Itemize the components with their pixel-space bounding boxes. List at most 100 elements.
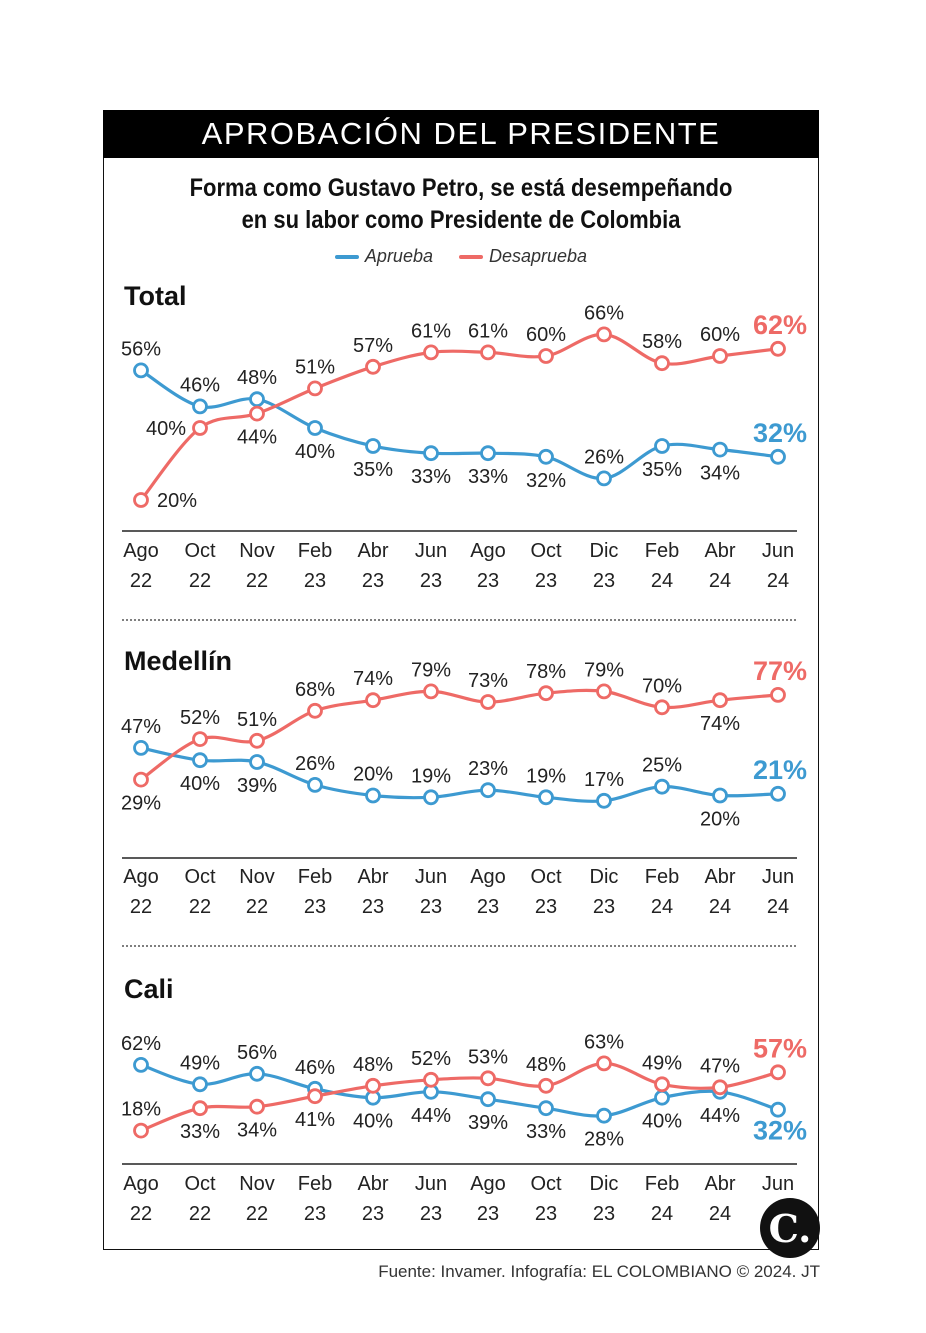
data-point-cali-desaprueba: [423, 1071, 439, 1088]
x-tick-year-medellin: 24: [651, 896, 673, 918]
data-point-medellin-aprueba: [596, 792, 612, 809]
data-point-medellin-desaprueba: [307, 702, 323, 719]
x-tick-year-medellin: 22: [246, 896, 268, 918]
data-label-total-aprueba: 34%: [700, 463, 740, 485]
data-label-medellin-aprueba: 26%: [295, 753, 335, 775]
data-label-total-desaprueba: 60%: [700, 324, 740, 346]
series-line-medellin-desaprueba: [139, 688, 780, 782]
x-tick-year-total: 23: [593, 570, 615, 592]
data-point-medellin-desaprueba: [712, 692, 728, 709]
data-label-cali-aprueba: 62%: [121, 1033, 161, 1055]
x-tick-year-cali: 22: [189, 1203, 211, 1225]
data-point-cali-desaprueba: [538, 1077, 554, 1094]
x-tick-month-total: Oct: [184, 540, 216, 562]
data-label-cali-aprueba: 40%: [642, 1111, 682, 1133]
data-point-medellin-desaprueba: [596, 683, 612, 700]
x-tick-year-medellin: 23: [535, 896, 557, 918]
data-label-cali-aprueba: 33%: [526, 1121, 566, 1143]
x-tick-month-total: Nov: [239, 540, 275, 562]
data-point-total-aprueba: [365, 438, 381, 454]
x-tick-year-total: 23: [304, 570, 326, 592]
data-label-total-desaprueba: 51%: [295, 356, 335, 378]
data-label-cali-desaprueba: 63%: [584, 1031, 624, 1053]
x-tick-year-medellin: 23: [477, 896, 499, 918]
chart-title-medellin: Medellín: [124, 646, 232, 676]
x-tick-year-cali: 23: [593, 1203, 615, 1225]
x-tick-month-medellin: Dic: [590, 866, 619, 888]
data-point-total-aprueba: [596, 470, 612, 487]
data-point-medellin-aprueba: [480, 782, 496, 799]
data-label-cali-desaprueba: 18%: [121, 1099, 161, 1121]
x-tick-month-cali: Feb: [298, 1173, 332, 1195]
data-point-medellin-desaprueba: [249, 732, 265, 749]
x-tick-month-total: Ago: [123, 540, 159, 562]
logo-text: C.: [768, 1205, 812, 1251]
data-label-total-aprueba: 33%: [468, 466, 508, 488]
x-tick-year-total: 24: [651, 570, 673, 592]
x-tick-year-cali: 24: [651, 1203, 673, 1225]
data-label-total-aprueba: 32%: [753, 418, 807, 448]
data-point-cali-desaprueba: [480, 1070, 496, 1087]
data-point-total-aprueba: [480, 445, 496, 462]
data-label-medellin-desaprueba: 51%: [237, 709, 277, 731]
data-label-total-aprueba: 40%: [295, 441, 335, 463]
data-point-cali-aprueba: [538, 1100, 554, 1117]
data-point-cali-desaprueba: [770, 1064, 786, 1081]
x-tick-month-medellin: Ago: [470, 866, 506, 888]
data-point-total-aprueba: [133, 362, 149, 379]
x-tick-month-medellin: Abr: [357, 866, 388, 888]
data-point-medellin-desaprueba: [365, 692, 381, 709]
x-tick-year-cali: 23: [304, 1203, 326, 1225]
data-point-total-aprueba: [307, 420, 323, 436]
x-tick-month-medellin: Jun: [762, 866, 794, 888]
x-tick-year-medellin: 23: [304, 896, 326, 918]
chart-title-cali: Cali: [124, 974, 174, 1004]
legend-swatch-desaprueba: [458, 254, 483, 259]
x-tick-year-cali: 23: [477, 1203, 499, 1225]
data-point-cali-aprueba: [770, 1101, 786, 1118]
x-tick-month-cali: Oct: [530, 1173, 562, 1195]
data-label-medellin-aprueba: 17%: [584, 769, 624, 791]
x-tick-year-medellin: 23: [593, 896, 615, 918]
data-point-medellin-desaprueba: [770, 687, 786, 703]
data-point-cali-aprueba: [249, 1065, 265, 1082]
x-tick-year-cali: 23: [535, 1203, 557, 1225]
data-point-medellin-desaprueba: [654, 699, 670, 716]
data-point-cali-desaprueba: [192, 1100, 208, 1117]
data-label-cali-desaprueba: 33%: [180, 1121, 220, 1143]
x-tick-month-cali: Feb: [645, 1173, 679, 1195]
x-tick-year-total: 23: [477, 570, 499, 592]
data-point-total-desaprueba: [249, 405, 265, 422]
data-label-cali-aprueba: 44%: [700, 1105, 740, 1127]
x-tick-year-total: 23: [535, 570, 557, 592]
data-label-cali-aprueba: 44%: [411, 1105, 451, 1127]
data-label-total-aprueba: 46%: [180, 374, 220, 396]
x-tick-month-medellin: Abr: [704, 866, 735, 888]
data-label-medellin-aprueba: 19%: [411, 765, 451, 787]
data-point-cali-desaprueba: [712, 1079, 728, 1096]
x-tick-month-medellin: Oct: [530, 866, 562, 888]
x-tick-month-medellin: Jun: [415, 866, 447, 888]
data-point-total-aprueba: [192, 398, 208, 415]
x-tick-month-total: Abr: [357, 540, 388, 562]
data-point-total-aprueba: [712, 441, 728, 458]
data-point-medellin-aprueba: [133, 740, 149, 756]
x-tick-month-cali: Jun: [762, 1173, 794, 1195]
x-tick-year-medellin: 22: [189, 896, 211, 918]
page-title: APROBACIÓN DEL PRESIDENTE: [103, 110, 819, 158]
data-label-medellin-desaprueba: 79%: [584, 659, 624, 681]
data-label-total-aprueba: 35%: [353, 459, 393, 481]
x-tick-year-cali: 23: [420, 1203, 442, 1225]
data-label-total-aprueba: 56%: [121, 338, 161, 360]
data-point-total-aprueba: [423, 445, 439, 462]
data-label-total-desaprueba: 61%: [411, 320, 451, 342]
data-point-total-aprueba: [654, 438, 670, 454]
data-label-medellin-desaprueba: 73%: [468, 670, 508, 692]
data-point-total-desaprueba: [192, 420, 208, 436]
data-label-total-desaprueba: 62%: [753, 310, 807, 340]
data-point-total-aprueba: [249, 391, 265, 408]
x-tick-year-total: 23: [362, 570, 384, 592]
x-tick-month-cali: Abr: [704, 1173, 735, 1195]
legend-swatch-aprueba: [334, 254, 359, 259]
x-tick-month-total: Jun: [762, 540, 794, 562]
